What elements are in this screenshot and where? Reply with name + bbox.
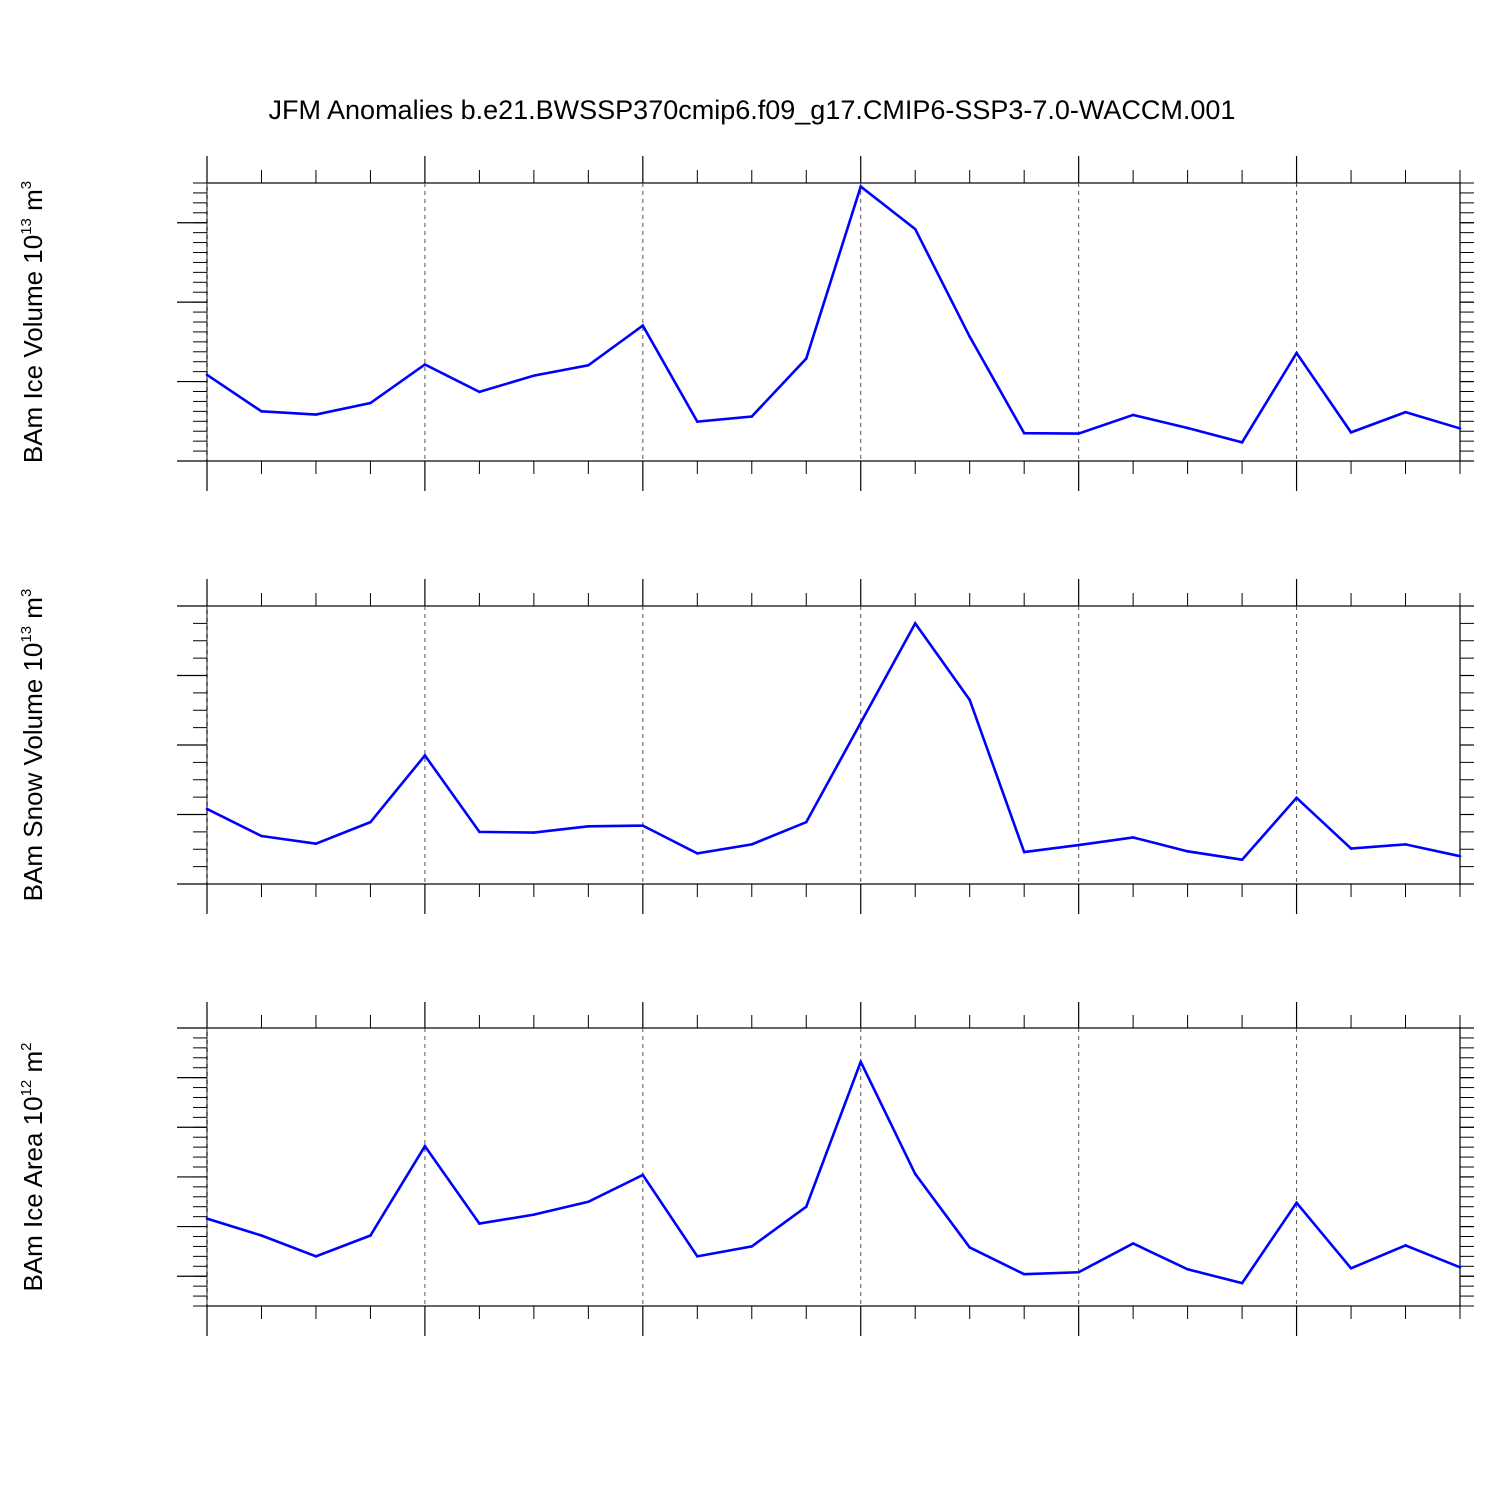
y-axis-label-unit-exponent: 2 xyxy=(18,1042,35,1050)
data-point xyxy=(1349,1266,1353,1270)
data-point xyxy=(1022,431,1026,435)
data-point xyxy=(968,1246,971,1249)
data-point xyxy=(859,1060,863,1064)
y-axis-label: BAm Ice Area 1012 m2 xyxy=(18,1042,48,1291)
data-point xyxy=(205,373,209,377)
plot-frame xyxy=(206,182,1461,462)
panel-3: BAm Ice Area 1012 m2 xyxy=(18,1002,1474,1336)
y-axis-label-unit: m xyxy=(18,597,48,626)
data-point xyxy=(1295,351,1298,355)
data-point xyxy=(423,363,427,366)
data-point xyxy=(587,825,590,828)
data-point xyxy=(1131,836,1135,839)
series-line xyxy=(206,620,1461,862)
data-point xyxy=(1077,1270,1080,1274)
data-point xyxy=(750,415,754,418)
data-point xyxy=(260,410,263,413)
data-point xyxy=(913,622,917,625)
data-point xyxy=(696,1255,699,1258)
y-axis-label-text: BAm Ice Volume 10 xyxy=(18,235,48,463)
data-point xyxy=(641,1173,645,1177)
series-line xyxy=(206,184,1461,444)
data-point xyxy=(1404,843,1407,846)
data-point xyxy=(1404,410,1407,414)
data-point xyxy=(641,824,645,827)
data-point xyxy=(369,820,372,824)
data-point xyxy=(913,227,917,231)
data-point xyxy=(478,390,481,394)
data-point xyxy=(968,698,971,702)
data-point xyxy=(1186,1267,1189,1271)
data-point xyxy=(205,1217,209,1220)
data-point xyxy=(1186,426,1189,430)
data-point xyxy=(369,401,372,405)
data-point xyxy=(1404,1244,1407,1247)
data-point xyxy=(1022,1272,1026,1276)
data-point xyxy=(423,1144,427,1148)
y-axis-label-unit-exponent: 3 xyxy=(18,181,35,189)
data-point xyxy=(532,374,536,377)
data-point xyxy=(1458,854,1462,858)
data-point xyxy=(1349,847,1353,850)
data-point xyxy=(314,413,318,416)
data-point xyxy=(1458,427,1462,430)
data-point xyxy=(1458,1265,1462,1269)
y-axis-label-text: BAm Ice Area 10 xyxy=(18,1096,48,1291)
data-point xyxy=(859,185,863,188)
data-point xyxy=(641,324,645,327)
y-axis-label-exponent: 13 xyxy=(18,626,35,643)
data-point xyxy=(804,357,808,360)
data-point xyxy=(1022,850,1026,854)
y-axis-label-unit-exponent: 3 xyxy=(18,589,35,597)
data-point xyxy=(1295,796,1298,800)
data-point xyxy=(804,820,808,824)
y-axis-label-unit: m xyxy=(18,189,48,218)
data-point xyxy=(478,830,481,834)
data-point xyxy=(314,842,318,845)
data-point xyxy=(696,420,699,423)
data-point xyxy=(314,1255,318,1258)
data-point xyxy=(1131,413,1135,417)
data-point xyxy=(1240,1281,1244,1285)
data-point xyxy=(423,754,427,757)
data-point xyxy=(750,1245,754,1248)
series-line xyxy=(206,1058,1461,1285)
y-axis-label-exponent: 12 xyxy=(18,1080,35,1097)
data-point xyxy=(1131,1242,1135,1245)
data-point xyxy=(260,834,263,838)
data-point xyxy=(750,843,754,846)
data-point xyxy=(913,1172,917,1176)
panel-1: BAm Ice Volume 1013 m3 xyxy=(18,156,1474,491)
y-axis-label: BAm Ice Volume 1013 m3 xyxy=(18,181,48,463)
data-point xyxy=(804,1205,808,1209)
data-point xyxy=(1349,431,1353,434)
data-point xyxy=(205,807,209,811)
data-point xyxy=(369,1234,372,1237)
data-point xyxy=(587,363,590,367)
data-point xyxy=(587,1200,590,1204)
plot-frame xyxy=(206,605,1461,885)
data-point xyxy=(1240,858,1244,861)
plot-frame xyxy=(206,1027,1461,1307)
data-point xyxy=(1077,432,1080,435)
y-axis-label-exponent: 13 xyxy=(18,218,35,235)
y-axis-label-text: BAm Snow Volume 10 xyxy=(18,643,48,902)
panel-2: BAm Snow Volume 1013 m3 xyxy=(18,579,1474,914)
data-point xyxy=(1186,850,1189,853)
data-point xyxy=(260,1234,263,1237)
data-point xyxy=(1295,1201,1298,1205)
data-point xyxy=(968,335,971,338)
data-point xyxy=(1240,441,1244,444)
data-point xyxy=(478,1222,481,1225)
y-axis-label-unit: m xyxy=(18,1051,48,1080)
data-point xyxy=(532,831,536,834)
data-point xyxy=(532,1213,536,1216)
chart-title: JFM Anomalies b.e21.BWSSP370cmip6.f09_g1… xyxy=(269,95,1236,125)
data-point xyxy=(696,852,699,855)
y-axis-label: BAm Snow Volume 1013 m3 xyxy=(18,589,48,902)
data-point xyxy=(859,721,863,725)
data-point xyxy=(1077,843,1080,847)
